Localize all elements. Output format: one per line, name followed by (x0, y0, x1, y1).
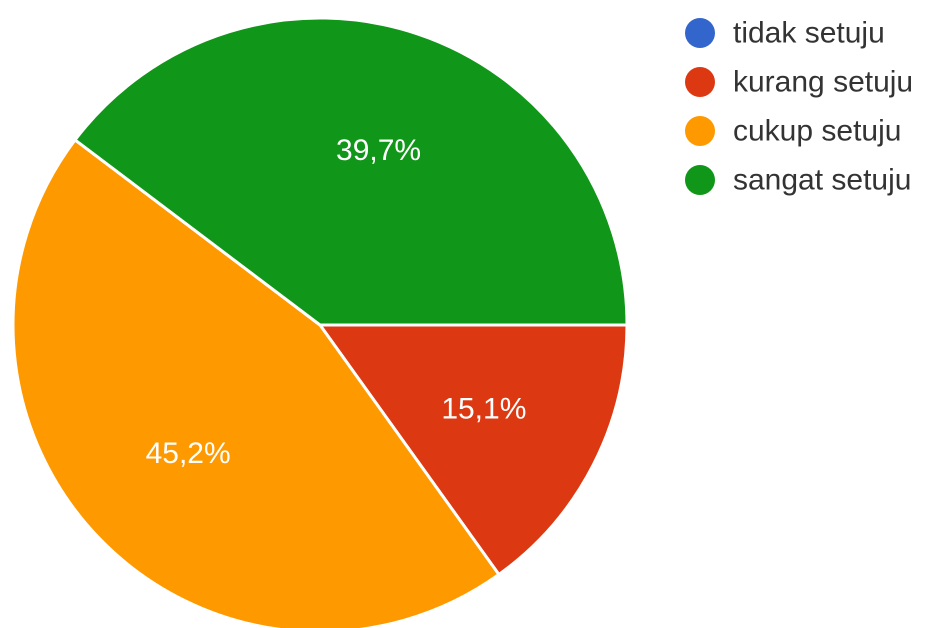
legend-swatch-kurang-setuju (685, 67, 715, 97)
legend-item-sangat-setuju: sangat setuju (685, 164, 911, 197)
pie-slices (11, 16, 629, 628)
pie-slice-label-kurang-setuju: 15,1% (441, 393, 526, 426)
pie-slice-kurang-setuju (318, 323, 629, 576)
pie-slice-labels: 15,1% 45,2% 39,7% (146, 134, 527, 470)
pie-slice-sangat-setuju (73, 16, 629, 327)
legend-item-kurang-setuju: kurang setuju (685, 66, 913, 99)
legend-swatch-cukup-setuju (685, 116, 715, 146)
pie-slice-cukup-setuju (11, 138, 501, 628)
legend-swatch-sangat-setuju (685, 165, 715, 195)
legend: tidak setuju kurang setuju cukup setuju san… (685, 17, 913, 197)
pie-slice-label-cukup-setuju: 45,2% (146, 437, 231, 470)
legend-label-sangat-setuju: sangat setuju (733, 164, 911, 197)
pie-slice-label-sangat-setuju: 39,7% (336, 134, 421, 167)
legend-item-cukup-setuju: cukup setuju (685, 115, 901, 148)
legend-item-tidak-setuju: tidak setuju (685, 17, 885, 50)
legend-label-kurang-setuju: kurang setuju (733, 66, 913, 99)
legend-label-tidak-setuju: tidak setuju (733, 17, 885, 50)
legend-label-cukup-setuju: cukup setuju (733, 115, 901, 148)
legend-swatch-tidak-setuju (685, 18, 715, 48)
